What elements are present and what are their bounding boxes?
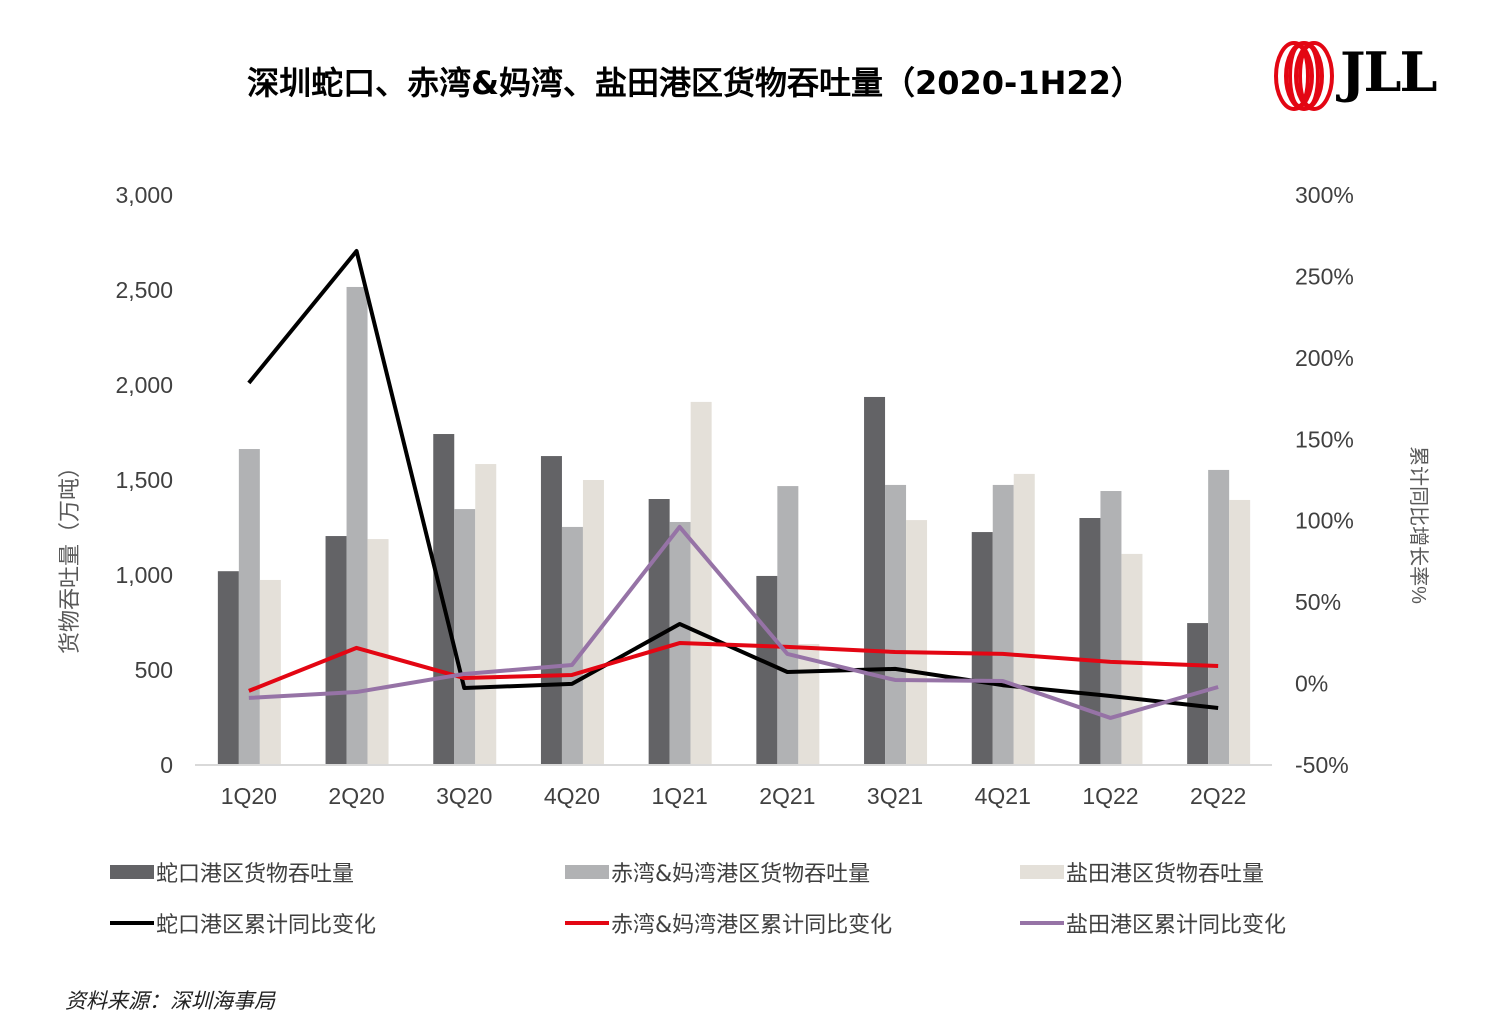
bar — [690, 401, 712, 765]
bar — [756, 575, 778, 765]
legend-label: 赤湾&妈湾港区货物吞吐量 — [611, 862, 871, 887]
bar — [1079, 518, 1101, 765]
bar — [777, 486, 799, 765]
bar — [346, 286, 368, 765]
x-tick-label: 1Q21 — [652, 783, 708, 809]
y-tick-label: 2,500 — [115, 277, 173, 303]
y-tick-label: 2,000 — [115, 372, 173, 398]
legend-swatch — [110, 921, 154, 925]
bar — [325, 536, 347, 765]
y2-tick-label: 0% — [1295, 671, 1328, 697]
legend-item: 蛇口港区累计同比变化 — [110, 907, 376, 939]
chart-title: 深圳蛇口、赤湾&妈湾、盐田港区货物吞吐量（2020-1H22） — [247, 64, 1143, 102]
y-tick-label: 1,500 — [115, 467, 173, 493]
y2-tick-label: 250% — [1295, 263, 1354, 289]
y2-tick-label: 50% — [1295, 589, 1341, 615]
bar — [238, 449, 260, 765]
line-series — [248, 524, 1219, 720]
y2-tick-label: 150% — [1295, 426, 1354, 452]
x-tick-label: 2Q22 — [1190, 783, 1246, 809]
legend-item: 盐田港区货物吞吐量 — [1020, 856, 1264, 888]
y2-tick-label: -50% — [1295, 752, 1349, 778]
legend-label: 盐田港区货物吞吐量 — [1066, 862, 1265, 887]
source-note: 资料来源：深圳海事局 — [65, 989, 275, 1013]
y-axis-title: 货物吞吐量（万吨） — [57, 456, 82, 654]
bar — [992, 484, 1014, 765]
x-tick-label: 3Q21 — [867, 783, 923, 809]
legend-label: 蛇口港区货物吞吐量 — [156, 862, 355, 887]
bar — [475, 464, 497, 765]
x-tick-label: 3Q20 — [436, 783, 492, 809]
bar — [1013, 473, 1035, 765]
bar — [971, 532, 993, 765]
bar — [540, 456, 562, 765]
legend-item: 赤湾&妈湾港区累计同比变化 — [565, 907, 892, 939]
legend-item: 赤湾&妈湾港区货物吞吐量 — [565, 856, 870, 888]
y2-tick-label: 200% — [1295, 345, 1354, 371]
legend-label: 盐田港区累计同比变化 — [1066, 913, 1287, 938]
bar — [798, 643, 820, 765]
line-series — [247, 249, 1219, 710]
jll-logo-icon — [1274, 41, 1334, 111]
legend-swatch — [565, 865, 609, 879]
bar — [1121, 553, 1143, 765]
y-tick-label: 0 — [160, 752, 173, 778]
bar — [561, 526, 583, 765]
y-tick-label: 3,000 — [115, 182, 173, 208]
y2-tick-label: 300% — [1295, 182, 1354, 208]
legend-label: 蛇口港区累计同比变化 — [156, 913, 377, 938]
x-tick-label: 2Q21 — [759, 783, 815, 809]
legend-swatch — [110, 865, 154, 879]
line-series — [248, 641, 1219, 693]
x-tick-label: 4Q21 — [975, 783, 1031, 809]
legend-swatch — [1020, 865, 1064, 879]
x-tick-label: 2Q20 — [328, 783, 384, 809]
bar — [454, 509, 476, 765]
x-tick-label: 1Q20 — [221, 783, 277, 809]
bar — [259, 579, 281, 765]
y2-axis-title: 累计同比增长率% — [1407, 446, 1430, 604]
bar — [885, 484, 907, 765]
y-tick-label: 1,000 — [115, 562, 173, 588]
bar — [1100, 491, 1122, 765]
x-tick-label: 4Q20 — [544, 783, 600, 809]
legend-swatch — [1020, 921, 1064, 925]
bar — [1208, 469, 1230, 765]
bar — [648, 499, 670, 765]
legend-label: 赤湾&妈湾港区累计同比变化 — [611, 913, 893, 938]
bar — [906, 520, 928, 765]
y-tick-label: 500 — [135, 657, 173, 683]
legend-item: 盐田港区累计同比变化 — [1020, 907, 1286, 939]
legend-swatch — [565, 921, 609, 925]
y2-tick-label: 100% — [1295, 508, 1354, 534]
x-tick-label: 1Q22 — [1082, 783, 1138, 809]
bar — [864, 396, 886, 765]
bar — [1229, 499, 1251, 765]
bar — [582, 480, 604, 765]
jll-logo-text: JLL — [1340, 40, 1437, 104]
legend-item: 蛇口港区货物吞吐量 — [110, 856, 354, 888]
bar — [217, 571, 239, 765]
